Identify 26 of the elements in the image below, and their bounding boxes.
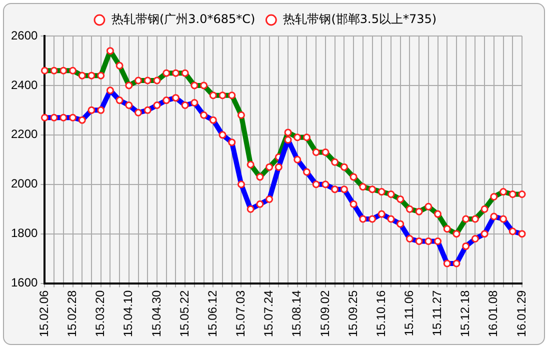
y-tick-label: 1600 (10, 276, 38, 290)
x-tick-label: 15.12.18 (458, 290, 472, 338)
x-tick-label: 15.05.22 (177, 290, 192, 338)
x-tick-label: 15.10.16 (374, 290, 388, 338)
y-tick-label: 2400 (10, 78, 38, 92)
x-tick-label: 16.01.08 (486, 290, 500, 338)
x-tick-label: 15.04.10 (121, 290, 136, 338)
x-tick-label: 15.07.03 (234, 290, 248, 338)
x-tick-label: 15.08.14 (290, 290, 304, 338)
x-tick-label: 15.11.06 (402, 290, 416, 336)
legend-label: 热轧带钢(邯郸3.5以上*735) (283, 12, 437, 26)
x-tick-label: 15.04.30 (149, 290, 164, 338)
y-tick-label: 2000 (10, 176, 38, 191)
x-tick-label: 15.09.02 (318, 290, 332, 338)
x-tick-label: 15.03.20 (93, 290, 108, 338)
x-tick-label: 15.06.12 (205, 290, 220, 338)
x-tick-label: 15.07.24 (262, 290, 276, 338)
y-tick-label: 1800 (10, 226, 38, 240)
x-tick-label: 16.01.29 (514, 290, 528, 338)
x-tick-label: 15.02.28 (65, 290, 80, 338)
y-tick-label: 2200 (10, 127, 38, 142)
x-tick-label: 15.11.27 (430, 290, 444, 336)
legend-label: 热轧带钢(广州3.0*685*C) (111, 12, 256, 26)
x-tick-label: 15.09.25 (346, 290, 360, 338)
x-tick-label: 15.02.06 (37, 290, 52, 338)
y-tick-label: 2600 (10, 28, 38, 42)
